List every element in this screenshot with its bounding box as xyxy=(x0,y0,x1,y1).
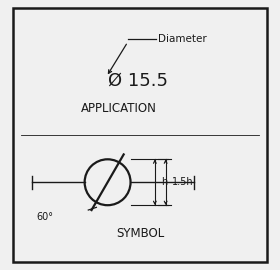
Text: SYMBOL: SYMBOL xyxy=(116,227,164,240)
Text: h: h xyxy=(162,177,168,187)
Text: APPLICATION: APPLICATION xyxy=(80,102,156,114)
Text: 1.5h: 1.5h xyxy=(172,177,194,187)
Text: Ø 15.5: Ø 15.5 xyxy=(108,72,168,90)
Text: 60°: 60° xyxy=(36,212,53,222)
Text: Diameter: Diameter xyxy=(158,34,206,44)
